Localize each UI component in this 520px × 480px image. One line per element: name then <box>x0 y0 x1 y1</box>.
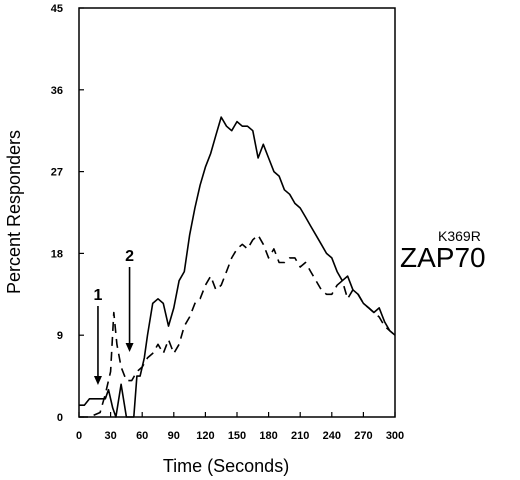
y-tick-label: 27 <box>51 167 63 179</box>
gene-label: ZAP70 <box>400 242 486 273</box>
x-tick-label: 150 <box>228 430 246 442</box>
x-tick-label: 120 <box>196 430 214 442</box>
marker-arrow-head <box>125 343 134 352</box>
series-line-dashed <box>79 234 396 418</box>
x-tick-label: 180 <box>259 430 277 442</box>
x-tick-label: 240 <box>323 430 341 442</box>
plot-frame <box>78 7 396 418</box>
gene-label-superscript: K369R <box>438 228 481 244</box>
x-axis: 0 30 60 90 120 150 180 210 240 270 300 <box>76 412 404 442</box>
y-axis-title: Percent Responders <box>4 130 24 294</box>
y-tick-label: 36 <box>51 85 63 97</box>
marker-label-2: 2 <box>125 248 134 265</box>
x-tick-label: 270 <box>354 430 372 442</box>
x-tick-label: 300 <box>386 430 404 442</box>
series-line-solid <box>79 116 396 418</box>
y-tick-label: 18 <box>51 248 63 260</box>
marker-label-1: 1 <box>94 287 103 304</box>
x-tick-label: 60 <box>136 430 148 442</box>
x-axis-title: Time (Seconds) <box>163 456 289 476</box>
marker-arrow-head <box>93 376 102 385</box>
marker-layer: 12 <box>93 248 134 385</box>
x-tick-label: 0 <box>76 430 82 442</box>
y-tick-label: 0 <box>57 412 63 424</box>
y-tick-label: 9 <box>57 330 63 342</box>
series-layer <box>79 116 396 418</box>
x-tick-label: 30 <box>104 430 116 442</box>
y-axis: 0 9 18 27 36 45 <box>51 3 84 424</box>
x-tick-label: 210 <box>291 430 309 442</box>
x-tick-label: 90 <box>168 430 180 442</box>
y-tick-label: 45 <box>51 3 63 15</box>
